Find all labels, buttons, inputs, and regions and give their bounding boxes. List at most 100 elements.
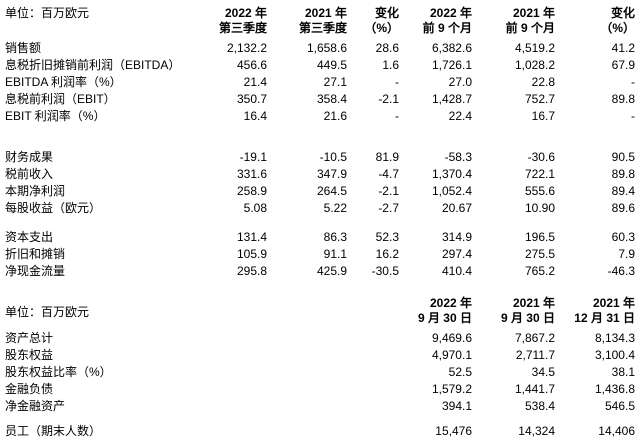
column-header: 2021 年前 9 个月	[472, 6, 555, 40]
cell-value: 89.6	[611, 201, 635, 215]
cell-value: 7.9	[618, 247, 635, 261]
cell-value: 538.4	[524, 399, 555, 413]
cell-value: -	[631, 109, 635, 123]
cell-value: -2.7	[378, 201, 399, 215]
cell-value: 52.3	[375, 230, 399, 244]
table-row: 折旧和摊销 105.9 91.1 16.2 297.4 275.5 7.9	[5, 246, 635, 263]
column-header-line1: 2022 年	[224, 6, 267, 20]
cell-value: 28.6	[375, 41, 399, 55]
cell-value: -46.3	[607, 264, 635, 278]
cell-value: 264.5	[316, 184, 347, 198]
unit-label: 单位：百万欧元	[5, 6, 90, 20]
cell-value: -30.5	[371, 264, 399, 278]
column-header-line1: 2021 年	[304, 6, 347, 20]
column-header-line1: 变化	[610, 6, 635, 20]
table-row: EBIT 利润率（%） 16.4 21.6 - 22.4 16.7 -	[5, 108, 635, 125]
cell-value: 81.9	[375, 150, 399, 164]
column-header-line1: 2021 年	[512, 296, 555, 310]
cell-value: 456.6	[236, 58, 267, 72]
column-header-line1: 2022 年	[429, 296, 472, 310]
quarterly-results-table: 单位：百万欧元 2022 年第三季度 2021 年第三季度 变化 （%） 2022 年前…	[5, 6, 635, 280]
table-row: 金融负债 1,579.2 1,441.7 1,436.8	[5, 381, 635, 398]
table-row: 资产总计 9,469.6 7,867.2 8,134.3	[5, 330, 635, 347]
row-label: 折旧和摊销	[5, 247, 66, 261]
cell-value: 1,726.1	[431, 58, 472, 72]
row-label: 本期净利润	[5, 184, 66, 198]
cell-value: 67.9	[611, 58, 635, 72]
cell-value: 14,406	[598, 424, 635, 438]
cell-value: 425.9	[316, 264, 347, 278]
cell-value: 8,134.3	[594, 331, 635, 345]
row-label: 财务成果	[5, 150, 54, 164]
cell-value: 1.6	[382, 58, 399, 72]
cell-value: 1,052.4	[431, 184, 472, 198]
cell-value: 331.6	[236, 167, 267, 181]
cell-value: 22.8	[531, 75, 555, 89]
cell-value: -30.6	[527, 150, 555, 164]
cell-value: 15,476	[435, 424, 472, 438]
group-spacer	[5, 125, 635, 149]
group-spacer-cell	[5, 125, 635, 149]
cell-value: 1,441.7	[514, 382, 555, 396]
cell-value: 20.67	[441, 201, 472, 215]
cell-value: 34.5	[531, 365, 555, 379]
cell-value: 350.7	[236, 92, 267, 106]
cell-value: 14,324	[518, 424, 555, 438]
cell-value: 16.4	[243, 109, 267, 123]
cell-value: 89.4	[611, 184, 635, 198]
cell-value: 275.5	[524, 247, 555, 261]
cell-value: -58.3	[444, 150, 472, 164]
row-label: 税前收入	[5, 167, 54, 181]
row-label: 资产总计	[5, 331, 54, 345]
cell-value: -2.1	[378, 184, 399, 198]
cell-value: 2,132.2	[226, 41, 267, 55]
cell-value: 86.3	[323, 230, 347, 244]
cell-value: 1,028.2	[514, 58, 555, 72]
cell-value: 752.7	[524, 92, 555, 106]
cell-value: 5.22	[323, 201, 347, 215]
table-row: 股东权益比率（%） 52.5 34.5 38.1	[5, 364, 635, 381]
cell-value: -	[395, 75, 399, 89]
row-label: 每股收益（欧元）	[5, 201, 102, 215]
group-spacer-cell	[5, 415, 635, 423]
cell-value: 89.8	[611, 167, 635, 181]
cell-value: -4.7	[378, 167, 399, 181]
cell-value: 295.8	[236, 264, 267, 278]
table-row: 本期净利润 258.9 264.5 -2.1 1,052.4 555.6 89.4	[5, 183, 635, 200]
column-header: 变化 （%）	[347, 6, 399, 40]
table-row: 员工（期末人数） 15,476 14,324 14,406	[5, 423, 635, 440]
cell-value: 394.1	[441, 399, 472, 413]
row-label: 净现金流量	[5, 264, 66, 278]
cell-value: 7,867.2	[514, 331, 555, 345]
cell-value: 358.4	[316, 92, 347, 106]
table-row: 净金融资产 394.1 538.4 546.5	[5, 398, 635, 415]
cell-value: -19.1	[239, 150, 267, 164]
row-label: 净金融资产	[5, 399, 66, 413]
table-row: 净现金流量 295.8 425.9 -30.5 410.4 765.2 -46.3	[5, 263, 635, 280]
cell-value: 4,519.2	[514, 41, 555, 55]
row-label: 金融负债	[5, 382, 54, 396]
cell-value: -10.5	[319, 150, 347, 164]
column-header-line2: 前 9 个月	[505, 21, 555, 35]
cell-value: 91.1	[323, 247, 347, 261]
cell-value: 5.08	[243, 201, 267, 215]
column-header-line1: 2021 年	[592, 296, 635, 310]
table-row: 销售额 2,132.2 1,658.6 28.6 6,382.6 4,519.2 41.2	[5, 40, 635, 57]
row-label: EBIT 利润率（%）	[5, 109, 106, 123]
cell-value: 9,469.6	[431, 331, 472, 345]
cell-value: 297.4	[441, 247, 472, 261]
cell-value: 27.0	[448, 75, 472, 89]
table-row: EBITDA 利润率（%） 21.4 27.1 - 27.0 22.8 -	[5, 74, 635, 91]
cell-value: 105.9	[236, 247, 267, 261]
cell-value: 1,658.6	[306, 41, 347, 55]
cell-value: -2.1	[378, 92, 399, 106]
cell-value: 2,711.7	[515, 348, 555, 362]
cell-value: 27.1	[323, 75, 347, 89]
row-label: 息税折旧摊销前利润（EBITDA）	[5, 58, 181, 72]
table-row: 息税前利润（EBIT） 350.7 358.4 -2.1 1,428.7 752.7 89.…	[5, 91, 635, 108]
table-header-row: 单位：百万欧元 2022 年第三季度 2021 年第三季度 变化 （%） 2022 年前…	[5, 6, 635, 40]
cell-value: 347.9	[316, 167, 347, 181]
